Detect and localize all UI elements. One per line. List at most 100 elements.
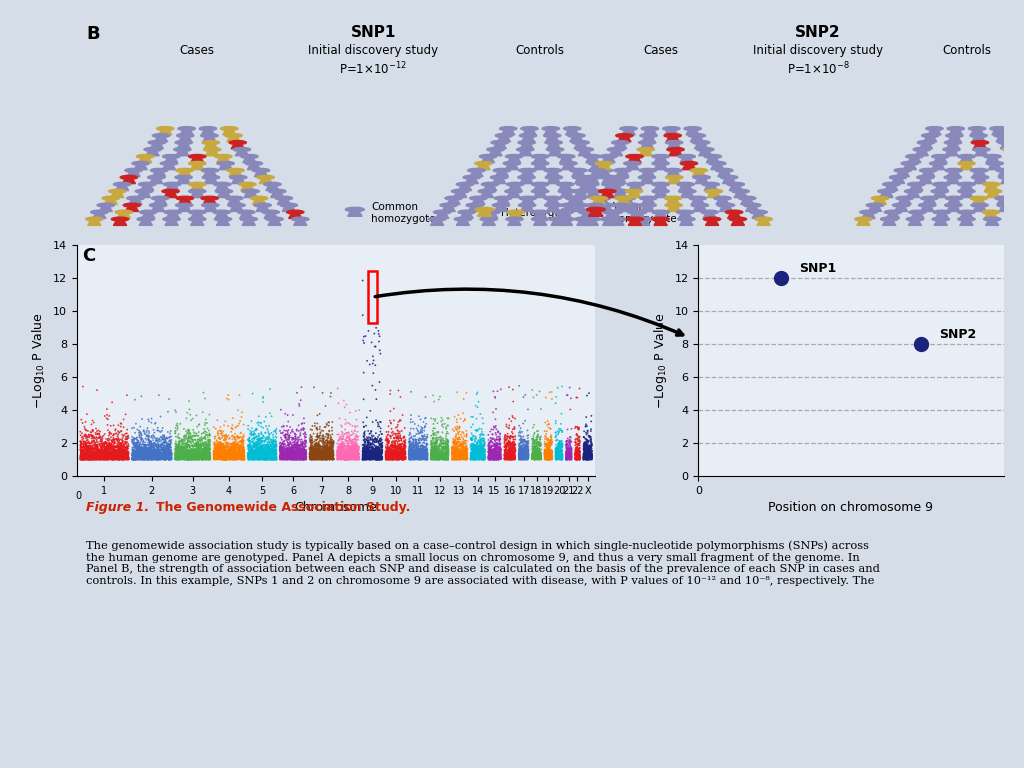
Point	[553, 441, 569, 453]
Point	[416, 449, 432, 461]
Point	[538, 450, 554, 462]
Point	[452, 448, 468, 460]
Point	[111, 452, 127, 464]
Point	[381, 437, 397, 449]
Point	[267, 437, 284, 449]
Point	[482, 435, 499, 448]
Point	[304, 451, 321, 463]
Point	[484, 450, 501, 462]
Point	[176, 447, 193, 459]
Point	[210, 453, 226, 465]
Point	[395, 449, 412, 462]
Point	[568, 449, 585, 462]
Point	[129, 447, 145, 459]
Point	[215, 438, 231, 450]
Point	[430, 452, 446, 464]
Point	[472, 452, 488, 465]
Point	[423, 439, 439, 452]
Point	[201, 443, 217, 455]
Point	[487, 450, 504, 462]
Point	[417, 445, 433, 457]
Point	[125, 444, 141, 456]
Point	[518, 447, 535, 459]
Point	[118, 447, 134, 459]
Point	[209, 438, 225, 450]
Point	[83, 442, 99, 455]
Point	[319, 435, 336, 448]
Point	[412, 432, 428, 445]
Point	[222, 453, 239, 465]
Point	[93, 449, 110, 462]
Point	[243, 452, 259, 465]
Point	[215, 446, 231, 458]
Point	[525, 446, 542, 458]
Point	[154, 425, 170, 437]
Point	[306, 447, 323, 459]
Polygon shape	[665, 131, 678, 135]
Point	[101, 449, 118, 462]
Point	[73, 451, 89, 463]
Point	[484, 453, 501, 465]
Point	[315, 451, 332, 463]
Point	[465, 445, 481, 457]
Point	[284, 452, 300, 464]
Point	[449, 435, 465, 448]
Point	[74, 452, 90, 464]
Point	[197, 440, 213, 452]
Point	[360, 443, 377, 455]
Point	[323, 442, 339, 454]
Point	[112, 448, 128, 460]
Point	[516, 451, 532, 463]
Point	[528, 452, 545, 465]
Circle shape	[606, 182, 624, 187]
Point	[339, 432, 355, 444]
Point	[227, 442, 244, 455]
Point	[459, 447, 475, 459]
Point	[571, 451, 588, 463]
Point	[361, 359, 378, 371]
Point	[505, 447, 521, 459]
Point	[340, 431, 356, 443]
Point	[163, 435, 179, 447]
Point	[129, 444, 145, 456]
Point	[530, 431, 547, 443]
Point	[437, 446, 454, 458]
Point	[108, 452, 124, 464]
Point	[488, 445, 505, 458]
Point	[406, 442, 422, 454]
Point	[263, 452, 280, 465]
Point	[427, 445, 443, 458]
Point	[130, 440, 146, 452]
Point	[153, 449, 169, 461]
Point	[383, 451, 399, 463]
Point	[171, 446, 187, 458]
Point	[288, 442, 304, 454]
Point	[373, 449, 389, 462]
Point	[225, 446, 242, 458]
Point	[464, 452, 480, 464]
Point	[274, 448, 291, 460]
Point	[193, 439, 209, 451]
Point	[153, 451, 169, 463]
Point	[368, 453, 384, 465]
Point	[279, 435, 295, 448]
Circle shape	[971, 204, 988, 207]
Point	[333, 452, 349, 465]
Point	[525, 442, 542, 455]
Point	[254, 445, 270, 458]
Point	[210, 450, 226, 462]
Point	[364, 445, 380, 458]
Point	[290, 453, 306, 465]
Point	[428, 443, 444, 455]
Point	[336, 449, 352, 462]
Point	[209, 452, 225, 464]
Point	[530, 452, 547, 465]
Point	[456, 449, 472, 462]
Point	[308, 442, 325, 455]
Point	[312, 448, 329, 460]
Point	[308, 451, 325, 463]
Point	[532, 439, 549, 452]
Point	[402, 438, 419, 450]
Point	[476, 429, 493, 441]
Point	[221, 444, 238, 456]
